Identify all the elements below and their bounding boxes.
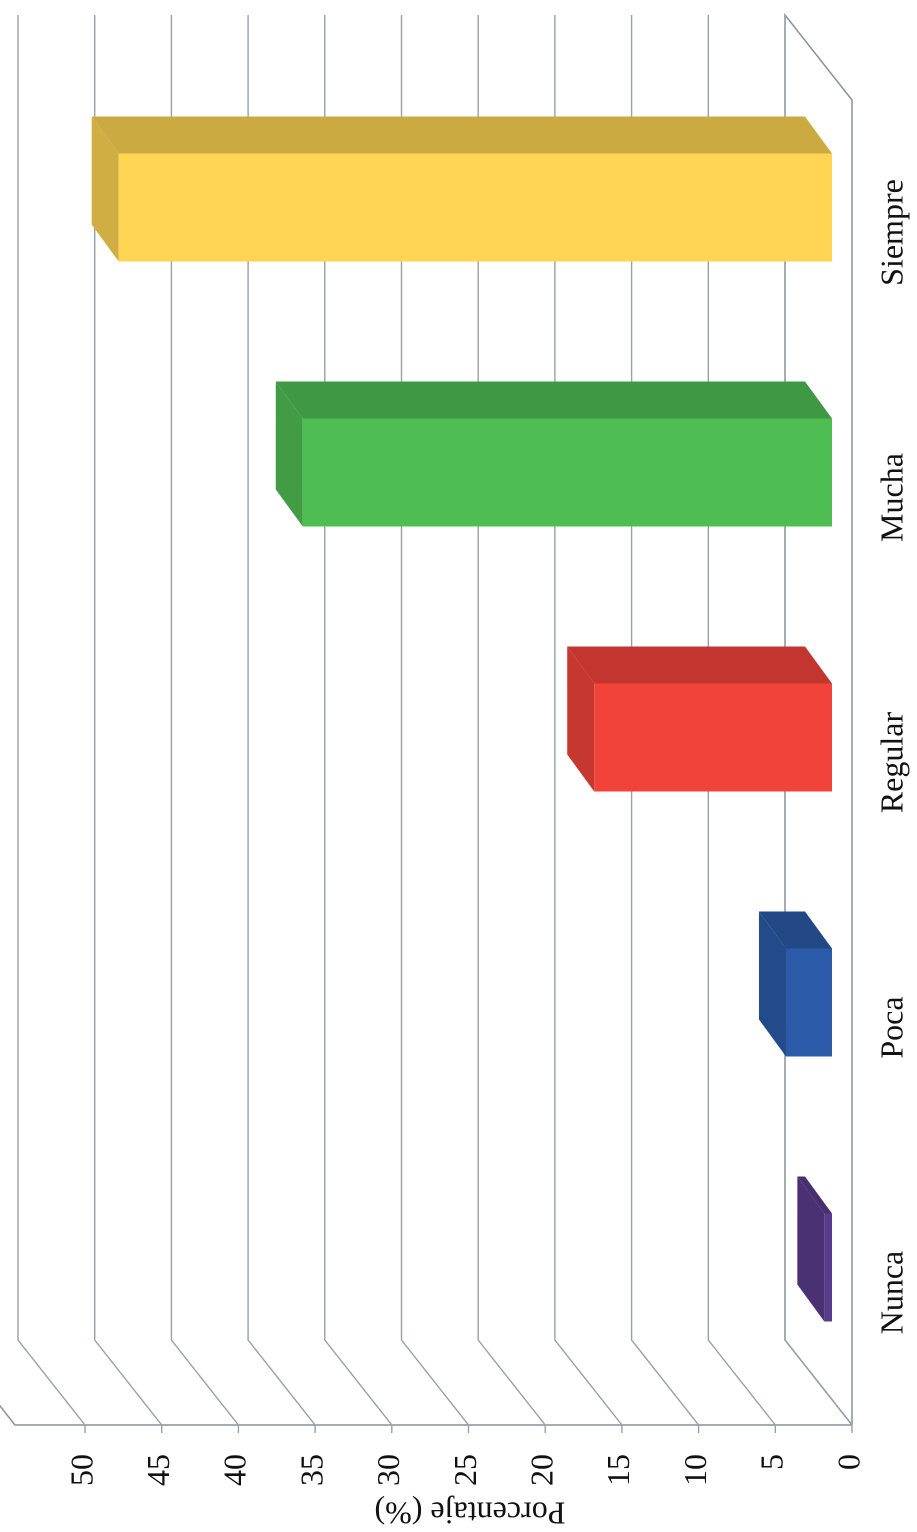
bar-side <box>91 116 832 154</box>
x-tick-label: Siempre <box>873 179 909 286</box>
grid-line <box>400 15 470 1433</box>
x-tick-label: Mucha <box>873 453 909 542</box>
x-tick-label: Regular <box>873 712 909 814</box>
bar-side <box>797 1176 832 1214</box>
y-tick-label: 45 <box>140 1454 176 1486</box>
side-wall <box>0 1339 852 1426</box>
y-tick-label: 15 <box>600 1454 636 1486</box>
y-tick-label: 35 <box>293 1454 329 1486</box>
bar-top <box>275 381 303 527</box>
x-tick-label: Poca <box>873 996 909 1058</box>
bar <box>824 1213 833 1322</box>
y-tick-label: 0 <box>830 1454 866 1470</box>
grid-line <box>93 15 163 1433</box>
grid-line <box>324 15 393 1433</box>
bar-side <box>567 646 832 684</box>
bar <box>594 683 832 792</box>
bar-top <box>797 1176 825 1322</box>
y-axis-title: Porcentaje (%) <box>374 1496 565 1532</box>
grid-line <box>170 15 240 1433</box>
y-tick-label: 50 <box>63 1454 99 1486</box>
bar <box>118 153 832 262</box>
grid-line <box>477 15 546 1433</box>
y-tick-label: 25 <box>447 1454 483 1486</box>
bar-top <box>91 116 119 262</box>
plot: Porcentaje (%) 0 5 10 15 20 25 30 35 40 45 50 Nunca… <box>0 12 909 1532</box>
bar-side <box>275 381 832 419</box>
bar-top <box>758 911 786 1057</box>
grid-line <box>17 15 86 1433</box>
bar-side <box>758 911 832 949</box>
bar <box>302 418 832 527</box>
grid-line <box>247 15 316 1433</box>
y-tick-label: 20 <box>524 1454 560 1486</box>
y-tick-label: 10 <box>677 1454 713 1486</box>
y-tick-label: 40 <box>217 1454 253 1486</box>
y-tick-label: 30 <box>370 1454 406 1486</box>
y-tick-label: 5 <box>754 1454 790 1470</box>
bar <box>785 948 832 1057</box>
x-tick-label: Nunca <box>873 1251 909 1335</box>
bar-top <box>567 646 595 792</box>
grid-line <box>554 15 623 1433</box>
